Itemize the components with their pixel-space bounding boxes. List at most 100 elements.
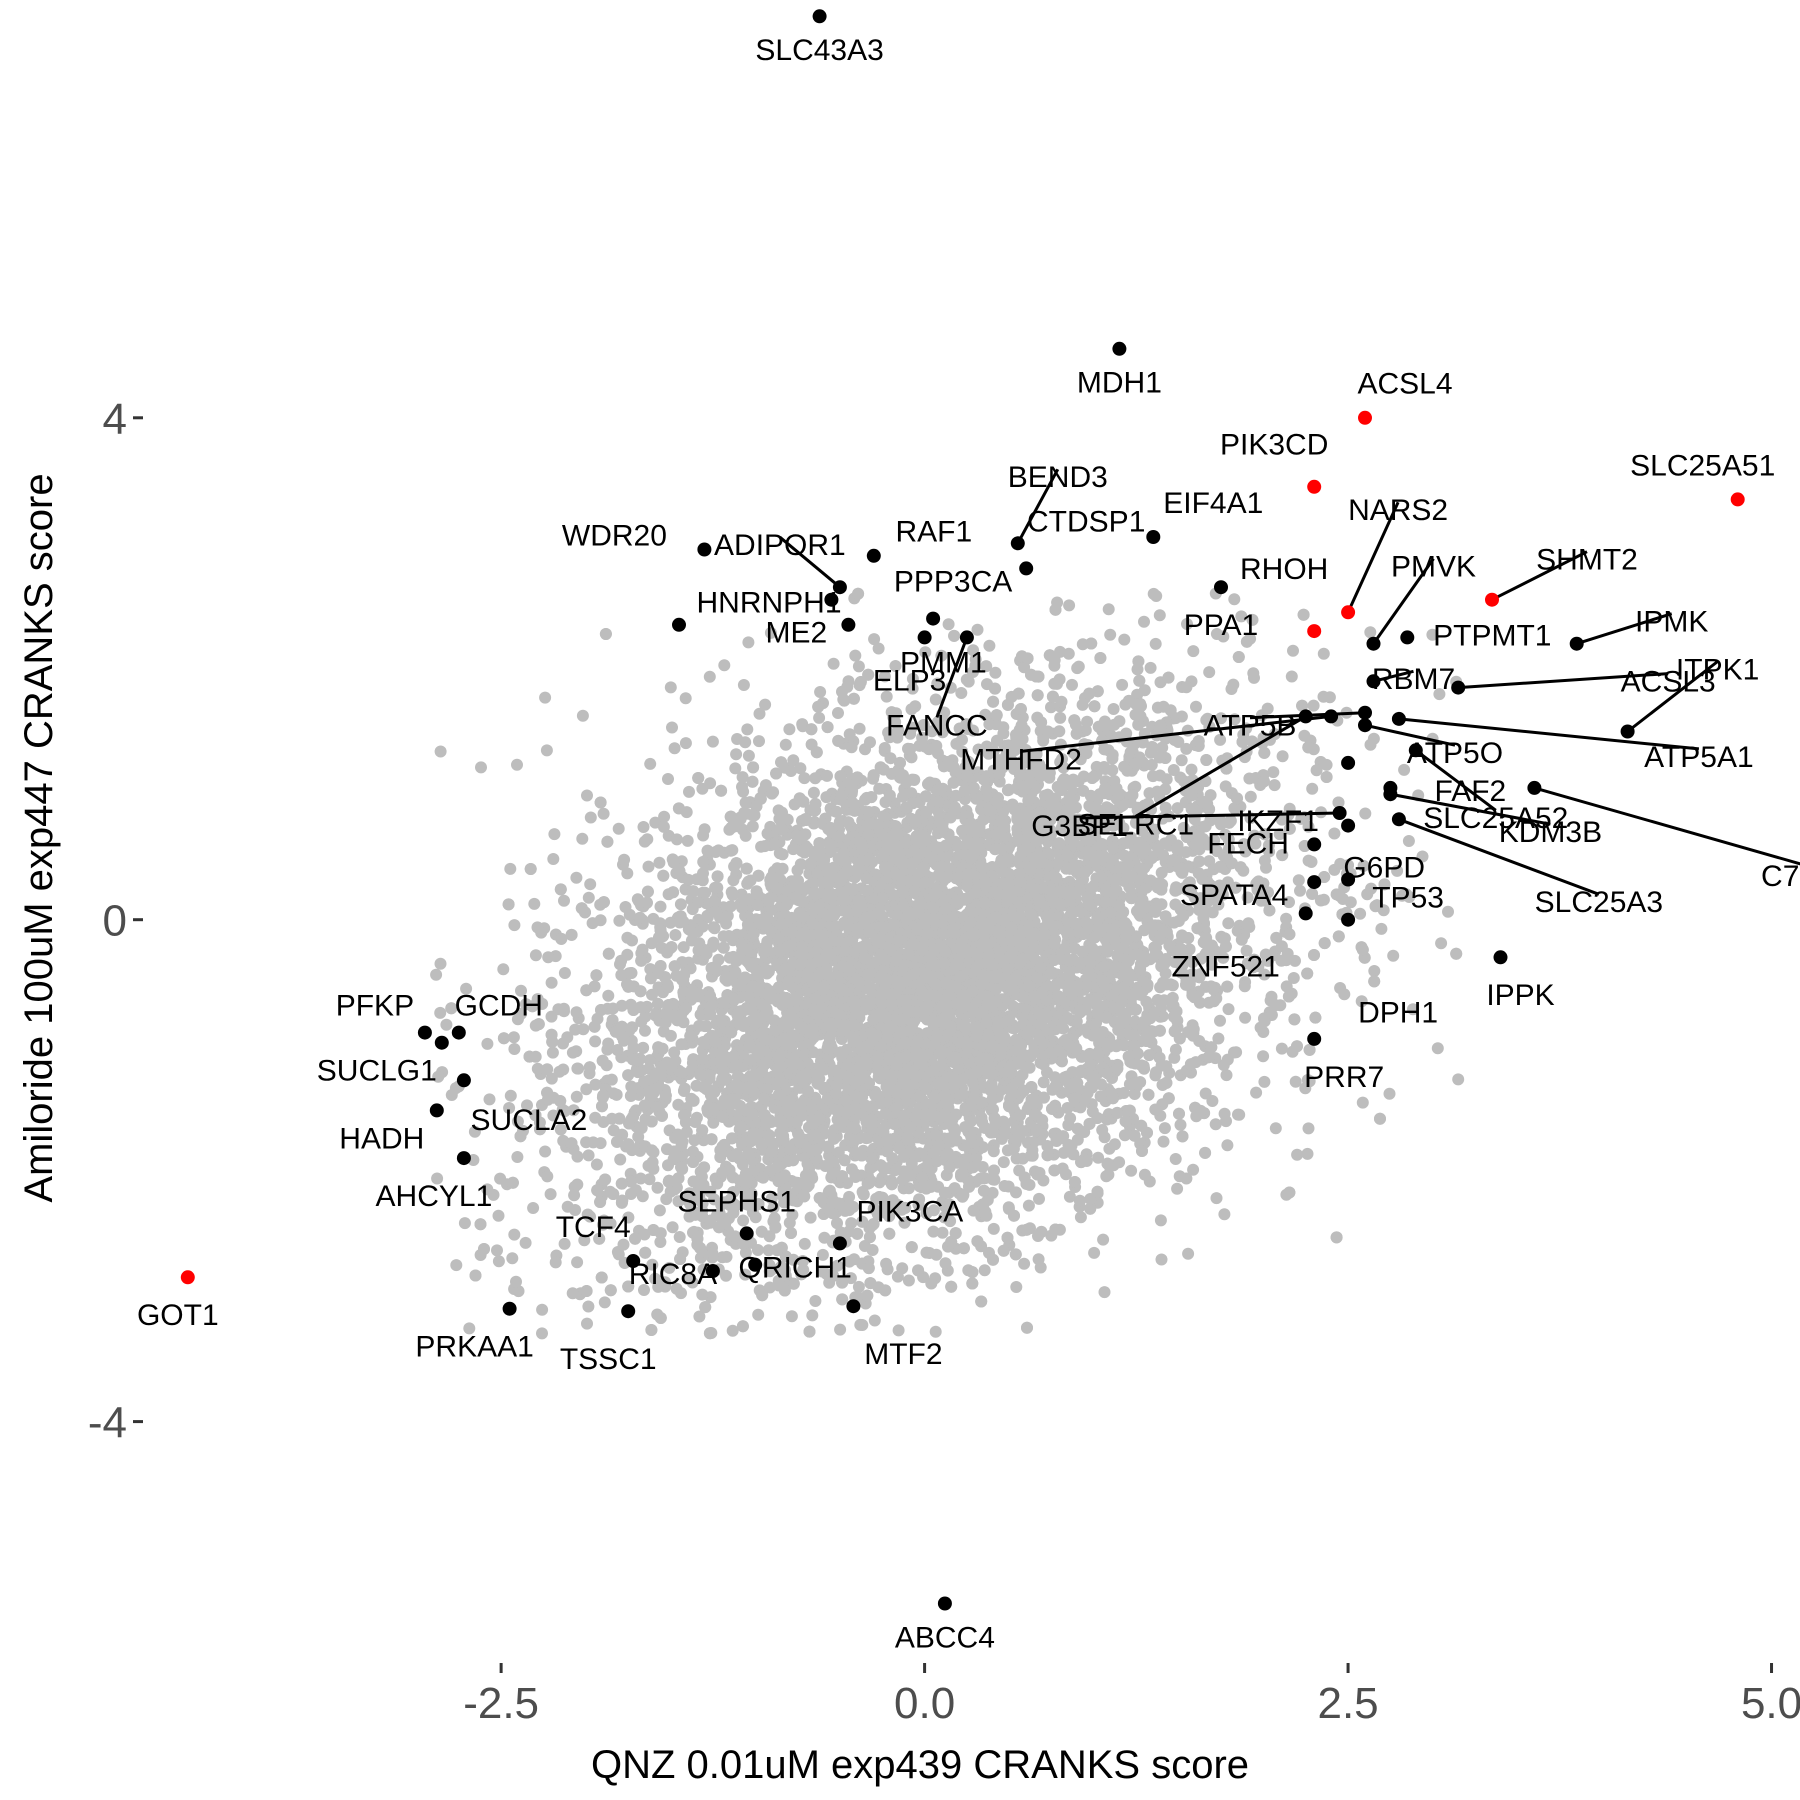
background-point [463,1322,476,1335]
background-point [663,1261,676,1274]
background-point [821,769,833,782]
background-point [1173,1170,1186,1183]
background-point [930,1248,943,1261]
background-point [584,811,597,824]
background-point [759,698,772,711]
background-point [492,1255,505,1268]
background-point [827,657,840,670]
background-point [967,644,980,657]
background-point [431,1172,444,1185]
background-point [1268,779,1281,792]
background-point [582,891,595,904]
background-point [919,646,932,659]
background-point [1283,896,1295,909]
background-point [1306,782,1319,795]
background-point [607,1002,619,1015]
background-point [1088,1246,1101,1259]
background-point [1275,1042,1288,1055]
background-point [1240,944,1253,957]
background-point [666,721,678,734]
background-point [508,919,521,932]
background-point [1041,1140,1054,1152]
background-point [536,1327,548,1340]
background-point [668,742,681,755]
background-point [1220,1069,1233,1082]
background-point [718,659,731,672]
background-point [614,1153,627,1166]
background-point [492,1209,505,1222]
background-point [1398,763,1411,776]
background-point [558,967,571,979]
background-point [508,1228,521,1241]
background-point [849,649,862,662]
background-point [1210,1192,1223,1205]
background-point [1074,1211,1087,1224]
background-point [673,1231,686,1243]
background-point [727,874,740,887]
background-point [1157,1135,1170,1148]
background-point [519,1236,532,1249]
background-point [880,690,893,703]
background-point [553,1065,566,1078]
background-point [576,832,589,845]
background-point [1222,1003,1235,1016]
background-point [978,1264,991,1277]
background-point [1431,1042,1444,1055]
background-point [544,1188,557,1201]
background-point [597,807,610,820]
background-point [662,773,674,785]
background-point [1193,855,1206,868]
background-point [1452,1073,1465,1086]
background-point [834,1323,847,1336]
background-point [1433,688,1446,701]
background-point [1426,628,1439,641]
background-point [1221,1139,1234,1152]
background-point [685,934,698,947]
background-point [644,757,657,770]
background-point [852,660,865,673]
background-point [804,1211,817,1224]
background-point [646,1258,659,1271]
background-point [1108,1138,1121,1151]
background-point [787,754,800,767]
background-point [1092,1151,1105,1164]
background-point [720,1250,733,1263]
background-point [798,772,811,785]
background-point [1185,763,1198,776]
background-point [590,1158,603,1171]
background-point [1102,603,1115,616]
background-point [1442,905,1454,918]
background-point [1187,645,1200,658]
background-point [1054,711,1067,724]
background-point [434,1006,447,1019]
background-point [1292,874,1305,887]
background-point [1258,1075,1271,1088]
background-point [1000,831,1012,844]
background-point [1280,912,1293,925]
background-point [843,728,856,741]
background-point [504,862,517,875]
background-point [868,1314,881,1327]
background-point [581,1317,593,1330]
background-point [540,744,553,757]
background-point [971,623,984,636]
background-point [883,731,896,744]
background-point [1045,701,1057,714]
background-point [571,1178,584,1191]
background-point [511,1151,524,1163]
background-point [580,1083,593,1096]
background-point [1294,884,1306,897]
background-point [798,1237,811,1250]
background-point [612,822,625,835]
background-point [763,1281,776,1294]
background-point [594,914,607,927]
background-point [935,649,948,662]
background-point [866,1219,879,1232]
background-point [589,1035,602,1048]
background-point [598,1296,611,1309]
background-point [1273,828,1286,841]
background-point [613,914,626,927]
background-point [1276,750,1289,763]
background-point [546,1046,559,1059]
